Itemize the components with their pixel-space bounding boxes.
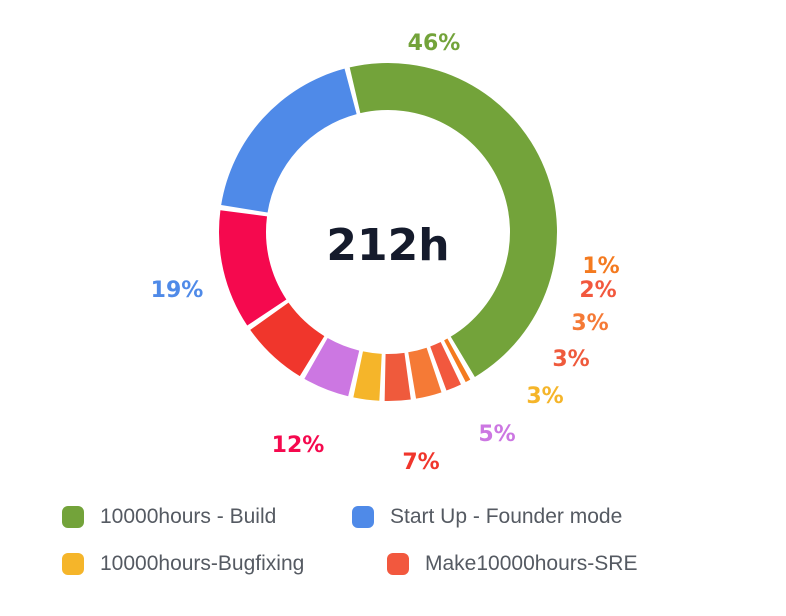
slice-percent-label-1: 1% (582, 254, 619, 279)
slice-percent-label-5: 3% (526, 384, 563, 409)
donut-slice-6[interactable] (304, 338, 360, 397)
slice-percent-label-8: 12% (272, 433, 325, 458)
legend-item-founder-mode[interactable]: Start Up - Founder mode (352, 505, 622, 529)
donut-slice-2[interactable] (430, 342, 461, 391)
donut-chart: 46% 1% 2% 3% 3% 3% 5% 7% 12% 19% 212h (151, 31, 620, 475)
donut-slice-8[interactable] (219, 210, 287, 326)
slice-percent-label-7: 7% (402, 450, 439, 475)
legend-item-build[interactable]: 10000hours - Build (62, 505, 276, 529)
donut-slice-5[interactable] (353, 351, 382, 401)
slice-percent-label-3: 3% (571, 311, 608, 336)
legend-label: Start Up - Founder mode (390, 505, 623, 528)
center-total-label: 212h (326, 220, 449, 271)
legend-label: 10000hours-Bugfixing (100, 552, 305, 575)
donut-slice-0[interactable] (349, 63, 557, 377)
donut-slice-9[interactable] (221, 68, 357, 213)
slice-percent-label-0: 46% (408, 31, 461, 56)
donut-slice-7[interactable] (250, 302, 325, 377)
slice-percent-label-6: 5% (478, 422, 515, 447)
legend-label: 10000hours - Build (100, 505, 277, 528)
legend-swatch (387, 553, 409, 575)
donut-slice-1[interactable] (444, 338, 471, 383)
legend-item-sre[interactable]: Make10000hours-SRE (387, 552, 637, 576)
donut-slice-4[interactable] (384, 352, 411, 401)
legend-item-bugfixing[interactable]: 10000hours-Bugfixing (62, 552, 304, 576)
legend-swatch (62, 506, 84, 528)
legend-swatch (62, 553, 84, 575)
slice-percent-label-4: 3% (552, 347, 589, 372)
chart-legend: 10000hours - Build Start Up - Founder mo… (0, 490, 786, 616)
legend-swatch (352, 506, 374, 528)
slice-percent-label-2: 2% (579, 278, 616, 303)
donut-chart-svg: 46% 1%2% 3% 3% 3% 5% 7% 12% 19% 212h (151, 31, 620, 475)
legend-label: Make10000hours-SRE (425, 552, 638, 575)
donut-slice-3[interactable] (408, 347, 442, 399)
slice-percent-label-9: 19% (151, 278, 204, 303)
